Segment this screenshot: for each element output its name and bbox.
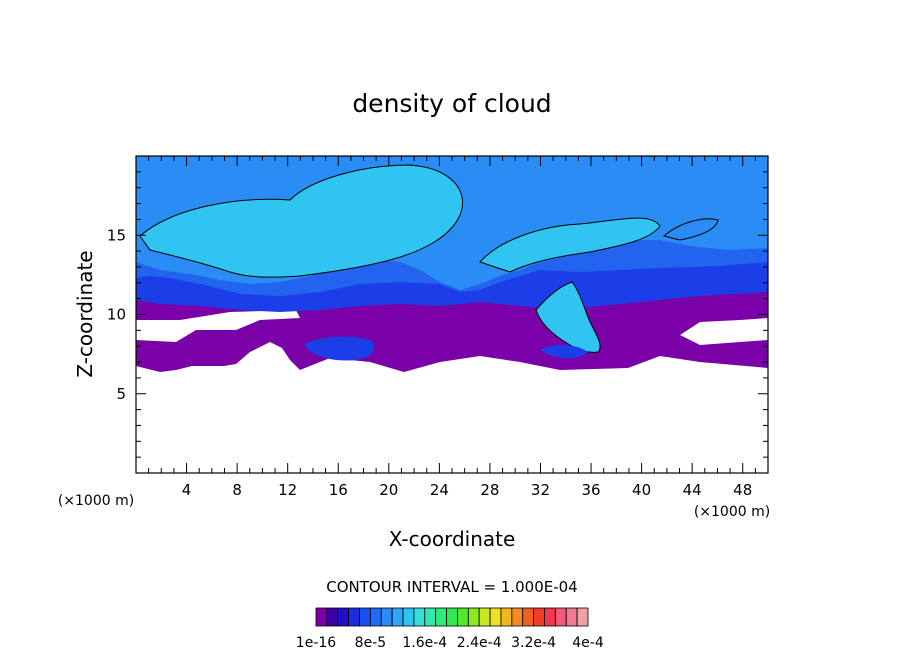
contour-field	[136, 156, 768, 473]
colorbar-swatch	[402, 607, 415, 627]
colorbar-swatch	[337, 607, 350, 627]
y-tick-label: 15	[107, 226, 126, 244]
x-tick-label: 24	[430, 481, 449, 499]
contour-line	[139, 164, 463, 278]
colorbar-swatch	[359, 607, 371, 627]
y-tick-label: 10	[107, 306, 126, 324]
x-tick-label: 12	[278, 481, 297, 499]
colorbar-swatch	[500, 607, 513, 627]
colorbar-swatch	[369, 607, 382, 627]
colorbar-tick-label: 8e-5	[355, 635, 386, 651]
colorbar-tick-label: 4e-4	[572, 635, 604, 651]
x-tick-label: 32	[531, 481, 550, 499]
colorbar-tick-label: 1.6e-4	[402, 635, 447, 651]
x-axis-unit: (×1000 m)	[694, 504, 770, 520]
colorbar-swatch	[380, 607, 393, 627]
colorbar-swatch	[533, 607, 545, 627]
y-axis-ticks: 5 10 15	[107, 171, 768, 458]
x-tick-label: 44	[683, 481, 702, 499]
x-tick-label: 40	[632, 481, 651, 499]
colorbar-swatch	[544, 607, 556, 627]
y-tick-label: 5	[116, 385, 126, 403]
colorbar	[315, 607, 589, 627]
x-tick-label: 4	[182, 481, 192, 499]
x-axis-label: X-coordinate	[389, 527, 516, 551]
colorbar-swatch	[489, 607, 502, 627]
cyan-arc	[140, 165, 463, 278]
chart-title: density of cloud	[352, 89, 551, 118]
x-tick-label: 16	[329, 481, 348, 499]
colorbar-swatch	[446, 607, 458, 627]
x-tick-label: 36	[581, 481, 600, 499]
contour-line-east	[479, 217, 661, 273]
colorbar-labels: 1e-16 8e-5 1.6e-4 2.4e-4 3.2e-4 4e-4	[296, 635, 604, 651]
contour-interval-note: CONTOUR INTERVAL = 1.000E-04	[326, 578, 577, 596]
colorbar-tick-label: 3.2e-4	[511, 635, 556, 651]
x-tick-label: 8	[232, 481, 242, 499]
cyan-updraft	[536, 282, 601, 353]
colorbar-swatch	[348, 607, 360, 627]
colorbar-swatch	[554, 607, 567, 627]
x-axis-left-unit: (×1000 m)	[58, 493, 134, 509]
x-axis-ticks: 4 8 12 16 20 24 28 32 36 40 44 48	[148, 156, 756, 499]
colorbar-swatch	[565, 607, 578, 627]
contour-line-updraft	[535, 281, 601, 353]
y-axis-label: Z-coordinate	[73, 250, 97, 377]
colorbar-swatch	[326, 607, 339, 627]
x-tick-label: 28	[480, 481, 499, 499]
colorbar-tick-label: 1e-16	[296, 635, 336, 651]
colorbar-swatch	[315, 607, 328, 627]
colorbar-swatch	[413, 607, 426, 627]
colorbar-swatch	[576, 607, 589, 627]
blue-pocket-a	[304, 336, 375, 361]
x-tick-label: 48	[733, 481, 752, 499]
colorbar-swatch	[478, 607, 491, 627]
contour-line-right	[662, 218, 719, 241]
colorbar-swatch	[424, 607, 437, 627]
colorbar-swatch	[457, 607, 469, 627]
colorbar-swatch	[435, 607, 447, 627]
colorbar-swatch	[522, 607, 534, 627]
cyan-east	[480, 218, 660, 272]
colorbar-swatch	[391, 607, 404, 627]
lower-cloud-layer	[136, 292, 768, 372]
colorbar-swatch	[511, 607, 524, 627]
x-tick-label: 20	[379, 481, 398, 499]
blue-pocket-b	[540, 344, 588, 359]
colorbar-swatch	[467, 607, 480, 627]
colorbar-tick-label: 2.4e-4	[457, 635, 502, 651]
